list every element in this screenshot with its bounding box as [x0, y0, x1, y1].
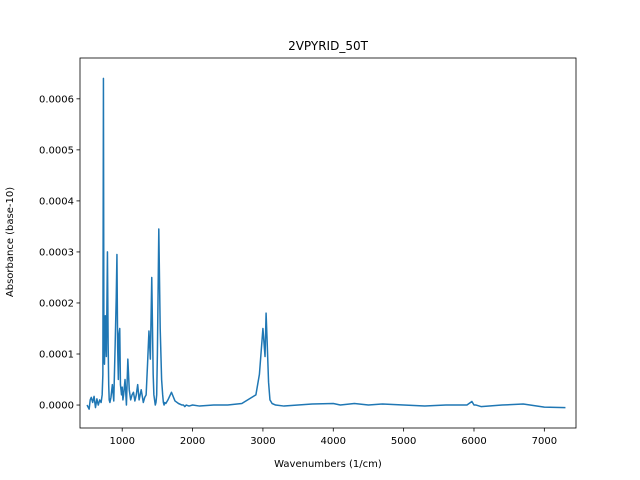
plot-area: 1000 2000 3000 4000 5000 6000 7000 0.0000 0.0001…: [39, 57, 577, 447]
y-tick-label: 0.0004: [39, 196, 74, 207]
y-tick-label: 0.0002: [39, 298, 74, 309]
series-line-0: [86, 77, 566, 410]
x-axis-label: Wavenumbers (1/cm): [274, 459, 382, 470]
y-tick-label: 0.0003: [39, 247, 74, 258]
x-tick-label: 6000: [461, 436, 486, 447]
y-axis-label: Absorbance (base-10): [5, 187, 16, 297]
x-tick-label: 1000: [109, 436, 134, 447]
x-tick-label: 4000: [321, 436, 346, 447]
y-tick-label: 0.0006: [39, 94, 74, 105]
y-tick-label: 0.0000: [39, 401, 74, 412]
x-tick-label: 2000: [180, 436, 205, 447]
y-tick-label: 0.0005: [39, 145, 74, 156]
y-tick-label: 0.0001: [39, 350, 74, 361]
x-tick-label: 7000: [532, 436, 557, 447]
x-tick-label: 3000: [250, 436, 275, 447]
x-tick-label: 5000: [391, 436, 416, 447]
chart-title: 2VPYRID_50T: [288, 39, 369, 53]
axes-frame: [79, 57, 577, 429]
